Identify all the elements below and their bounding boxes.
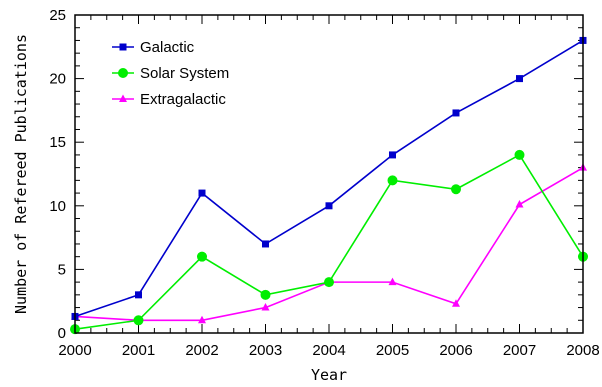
data-point-solar-system — [387, 175, 398, 186]
axis-ticks — [74, 14, 584, 334]
x-tick-labels: 2000 2001 2002 2003 2004 2005 2006 2007 2008 — [58, 342, 599, 359]
data-point-extragalactic — [261, 303, 270, 311]
series-line-solar-system — [74, 153, 584, 330]
data-point-solar-system — [324, 277, 334, 288]
x-tick-label: 2002 — [185, 342, 218, 359]
y-tick-labels: 0 5 10 15 20 25 — [49, 7, 66, 342]
y-tick-label: 0 — [58, 325, 66, 342]
data-point-extragalactic — [515, 200, 524, 208]
legend-marker-extragalactic — [119, 94, 127, 102]
data-point-extragalactic — [198, 315, 206, 324]
data-point-extragalactic — [388, 277, 397, 286]
series-line-extragalactic — [74, 166, 584, 322]
legend-label-extragalactic: Extragalactic — [140, 91, 226, 108]
y-tick-label: 25 — [49, 7, 66, 24]
x-tick-label: 2003 — [249, 342, 282, 359]
legend: Galactic Solar System Extragalactic — [112, 39, 229, 108]
data-point-galactic — [198, 189, 206, 197]
data-point-galactic — [516, 75, 523, 83]
legend-marker-solar-system — [118, 68, 128, 78]
data-point-solar-system — [451, 184, 461, 195]
x-tick-label: 2007 — [503, 342, 536, 359]
data-point-galactic — [262, 240, 269, 248]
x-tick-label: 2004 — [312, 342, 345, 359]
plot-frame — [74, 14, 584, 334]
data-point-extragalactic — [452, 299, 460, 307]
legend-label-solar-system: Solar System — [140, 65, 229, 82]
x-tick-label: 2000 — [58, 342, 91, 359]
legend-marker-galactic — [119, 43, 127, 51]
x-axis-title: Year — [311, 366, 347, 384]
y-axis-title: Number of Refereed Publications — [12, 34, 30, 314]
y-tick-label: 5 — [58, 261, 66, 278]
x-tick-label: 2001 — [122, 342, 155, 359]
x-tick-label: 2006 — [439, 342, 472, 359]
data-point-solar-system — [133, 315, 144, 326]
data-point-solar-system — [514, 149, 525, 160]
y-tick-label: 20 — [49, 71, 66, 88]
data-point-galactic — [389, 151, 396, 159]
y-tick-label: 10 — [49, 198, 66, 215]
y-tick-label: 15 — [49, 134, 66, 151]
data-point-galactic — [452, 109, 460, 117]
data-point-solar-system — [197, 251, 207, 262]
x-tick-label: 2005 — [376, 342, 409, 359]
data-point-galactic — [325, 202, 333, 210]
legend-label-galactic: Galactic — [140, 39, 195, 56]
data-point-solar-system — [260, 289, 271, 300]
data-point-galactic — [135, 291, 142, 299]
x-tick-label: 2008 — [566, 342, 599, 359]
